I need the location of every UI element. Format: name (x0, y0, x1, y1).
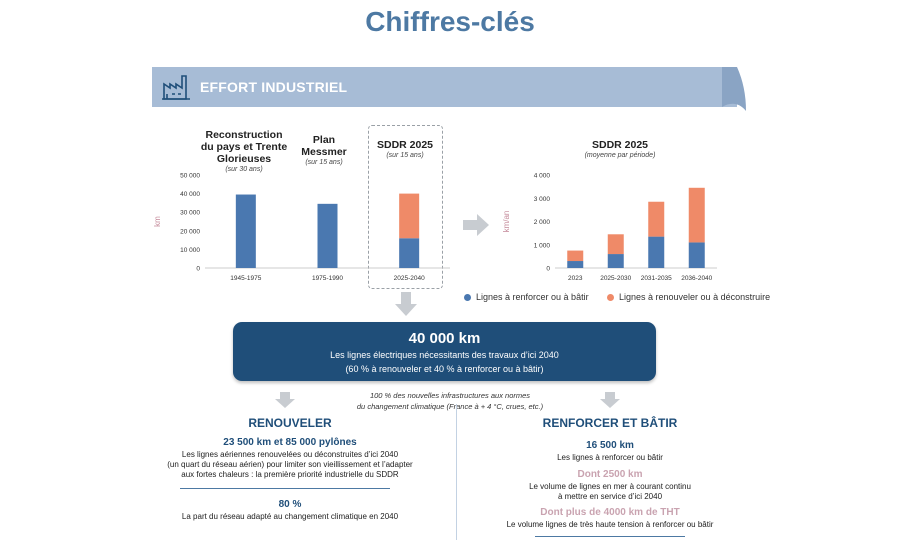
arrow-right-icon (463, 214, 489, 236)
bar-renouveler (567, 250, 584, 262)
legend-swatch-blue (464, 293, 471, 301)
arrow-down-icon (395, 292, 417, 316)
key-figure-line2: (60 % à renouveler et 40 % à renforcer o… (345, 364, 544, 374)
renouveler-text2: La part du réseau adapté au changement c… (181, 512, 399, 521)
column-title-text: SDDR 2025 (376, 139, 434, 151)
section-banner (152, 67, 737, 107)
chart1-column-title-2: Plan Messmer (sur 15 ans) (297, 134, 351, 167)
bar-renforcer (567, 261, 584, 268)
bar-renforcer (235, 194, 256, 268)
renouveler-stat1: 23 500 km et 85 000 pylônes (223, 437, 357, 448)
column-title-text: Reconstruction du pays et Trente Glorieu… (200, 129, 288, 165)
bar-renouveler (648, 201, 665, 237)
banner-label: EFFORT INDUSTRIEL (200, 79, 348, 95)
renforcer-text2: Le volume de lignes en mer à courant con… (480, 482, 740, 502)
y-axis-label: km (153, 216, 162, 227)
climate-note-line2: du changement climatique (France à + 4 °… (356, 402, 544, 411)
arrow-down-left-icon (275, 392, 295, 408)
renouveler-heading: RENOUVELER (248, 416, 332, 430)
sddr-highlight-box (368, 125, 443, 289)
renforcer-stat3: Dont plus de 4000 km de THT (540, 507, 680, 518)
legend-item-orange: Lignes à renouveler ou à déconstruire (607, 292, 770, 302)
renouveler-text1: Les lignes aériennes renouvelées ou déco… (110, 450, 470, 480)
chart1-column-title-3: SDDR 2025 (sur 15 ans) (370, 139, 440, 160)
renouveler-stat2: 80 % (278, 499, 302, 510)
y-tick-label: 30 000 (180, 210, 200, 217)
renouveler-separator (180, 488, 390, 489)
renforcer-separator (535, 536, 685, 537)
renforcer-text3: Le volume lignes de très haute tension à… (506, 520, 714, 529)
renforcer-heading: RENFORCER ET BÂTIR (542, 416, 678, 430)
renouveler-text1-line2: (un quart du réseau aérien) pour limiter… (167, 460, 413, 469)
column-title-text: Plan Messmer (301, 134, 347, 158)
x-tick-label: 2031-2035 (641, 275, 672, 282)
x-tick-label: 2036-2040 (681, 275, 712, 282)
y-tick-label: 4 000 (534, 173, 551, 180)
arrow-down-right-icon (600, 392, 620, 408)
renforcer-stat1: 16 500 km (586, 440, 634, 451)
x-tick-label: 1975-1990 (312, 275, 343, 282)
bar-renouveler (607, 234, 624, 255)
legend-item-blue: Lignes à renforcer ou à bâtir (464, 292, 589, 302)
column-divider (456, 404, 457, 540)
y-tick-label: 3 000 (534, 196, 551, 203)
page-title: Chiffres-clés (365, 6, 535, 37)
bar-renforcer (688, 242, 705, 268)
y-tick-label: 0 (546, 266, 550, 273)
key-figure-box: 40 000 km Les lignes électriques nécessi… (233, 322, 656, 381)
legend-label: Lignes à renforcer ou à bâtir (476, 292, 589, 302)
renforcer-text1: Les lignes à renforcer ou bâtir (557, 453, 663, 462)
bar-renouveler (688, 187, 705, 243)
bar-renforcer (399, 238, 420, 268)
chart1-column-title-1: Reconstruction du pays et Trente Glorieu… (198, 129, 290, 174)
chart-historical-km: km 0 10 000 20 000 30 000 40 000 50 000 1945-19… (153, 173, 450, 282)
key-figure-value: 40 000 km (408, 330, 481, 347)
renforcer-text2-line1: Le volume de lignes en mer à courant con… (529, 482, 691, 491)
column-subtitle: (sur 15 ans) (386, 152, 424, 159)
x-tick-label: 2023 (568, 275, 583, 282)
renforcer-stat2: Dont 2500 km (577, 469, 643, 480)
column-subtitle: (sur 30 ans) (225, 166, 263, 173)
bar-renforcer (607, 254, 624, 268)
renforcer-text2-line2: à mettre en service d’ici 2040 (557, 492, 663, 501)
y-tick-label: 20 000 (180, 228, 200, 235)
climate-note-line1: 100 % des nouvelles infrastructures aux … (369, 391, 531, 400)
banner-curl (722, 67, 746, 111)
key-figure-line1: Les lignes électriques nécessitants des … (330, 350, 559, 360)
legend-label: Lignes à renouveler ou à déconstruire (619, 292, 771, 302)
x-tick-label: 2025-2030 (600, 275, 631, 282)
renouveler-text1-line1: Les lignes aériennes renouvelées ou déco… (181, 450, 399, 459)
chart2-subtitle: (moyenne par période) (584, 152, 656, 159)
y-tick-label: 0 (196, 266, 200, 273)
y-tick-label: 40 000 (180, 191, 200, 198)
y-axis-label: km/an (502, 211, 511, 233)
y-tick-label: 10 000 (180, 247, 200, 254)
chart2-title: SDDR 2025 (moyenne par période) (560, 139, 680, 160)
bar-renforcer (648, 236, 665, 268)
x-tick-label: 1945-1975 (230, 275, 261, 282)
renouveler-text1-line3: aux fortes chaleurs : la première priori… (181, 470, 399, 479)
y-tick-label: 50 000 (180, 173, 200, 180)
y-tick-label: 1 000 (534, 242, 551, 249)
climate-note: 100 % des nouvelles infrastructures aux … (300, 390, 600, 412)
bar-renforcer (317, 203, 338, 268)
chart2-title-text: SDDR 2025 (591, 139, 649, 151)
legend-swatch-orange (607, 293, 614, 301)
x-tick-label: 2025-2040 (394, 275, 425, 282)
bar-renouveler (399, 193, 420, 239)
y-tick-label: 2 000 (534, 219, 551, 226)
factory-icon (162, 75, 190, 100)
column-subtitle: (sur 15 ans) (305, 159, 343, 166)
chart-annual-km: km/an 0 1 000 2 000 3 000 4 000 2023 2025-2030 2… (502, 173, 717, 282)
